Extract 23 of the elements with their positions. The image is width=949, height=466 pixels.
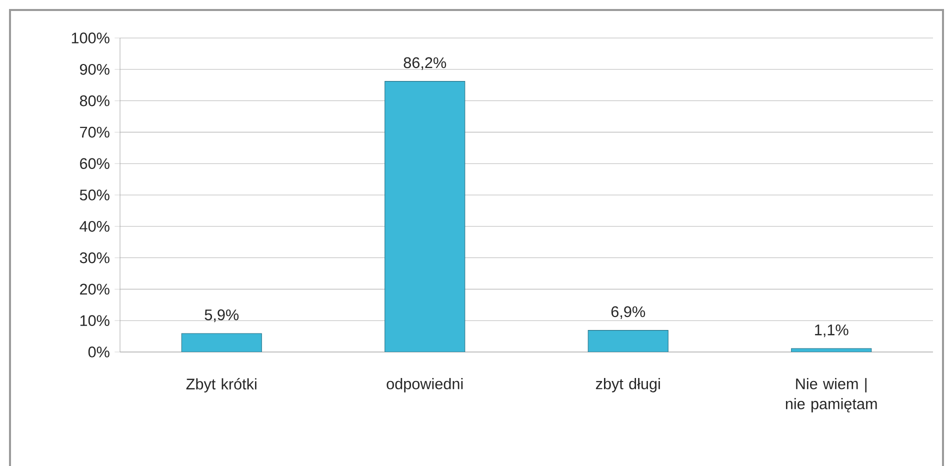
x-tick-label: Nie wiem | nie pamiętam [786,378,877,412]
x-tick-label: Zbyt krótki [186,378,256,392]
y-tick-label: 0% [88,346,110,358]
data-label: 6,9% [611,306,646,319]
bar [588,330,668,352]
y-tick-label: 80% [80,95,110,106]
y-tick-label: 70% [80,126,110,138]
y-tick-label: 30% [80,252,110,264]
y-tick-label: 50% [80,190,110,200]
data-label: 1,1% [815,324,848,338]
bar [791,348,872,352]
y-tick-label: 60% [80,158,110,170]
bar [384,81,466,352]
y-tick-label: 90% [80,64,110,75]
y-tick-label: 100% [72,32,110,44]
data-label: 5,9% [204,309,239,322]
bar [181,333,262,352]
data-label: 86,2% [404,57,446,70]
y-tick-label: 10% [80,315,110,326]
x-tick-label: zbyt długi [596,378,660,392]
y-tick-label: 40% [80,220,110,232]
x-tick-label: odpowiedni [386,378,463,392]
y-tick-label: 20% [80,284,110,295]
